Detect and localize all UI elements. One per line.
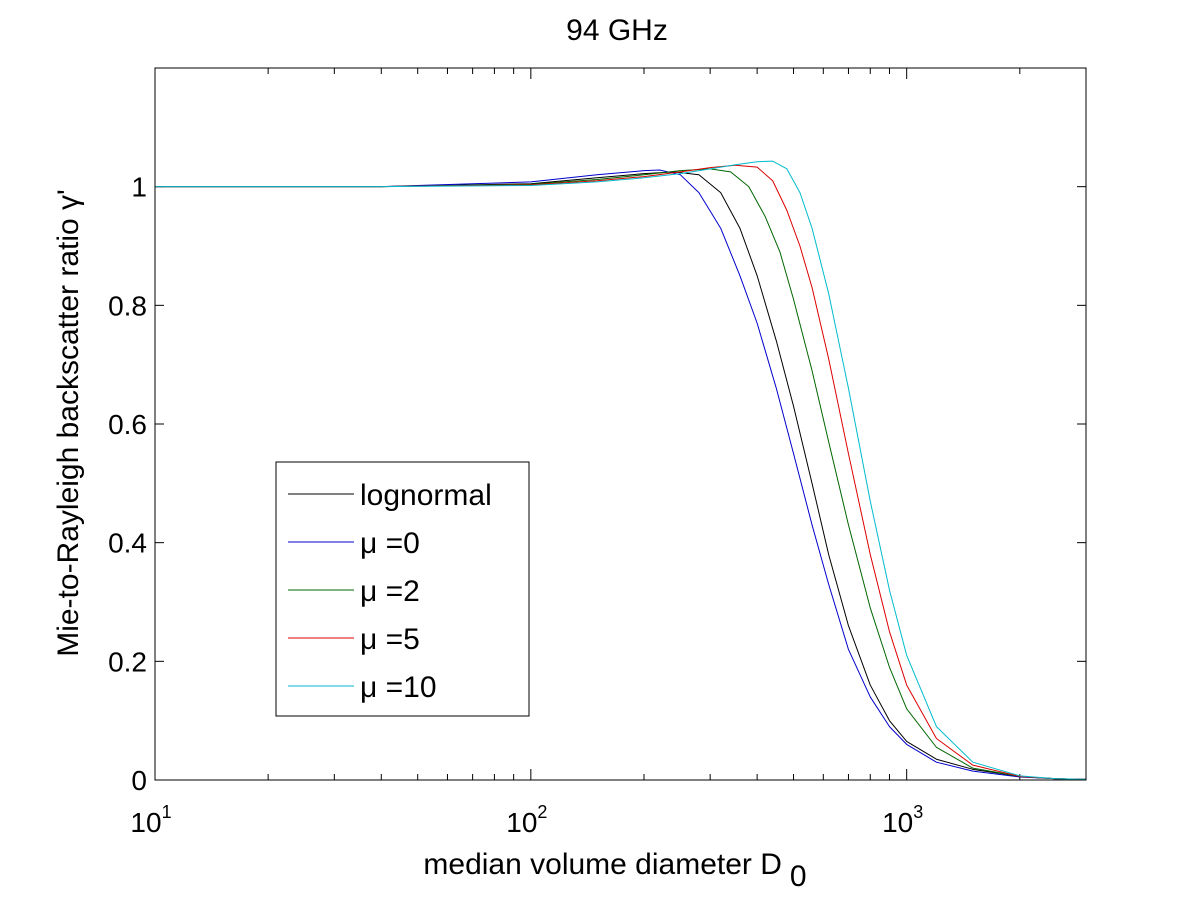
legend-label: μ =10 — [360, 671, 437, 704]
y-tick-label: 0 — [131, 765, 147, 796]
x-tick-label: 102 — [506, 802, 547, 838]
y-tick-label: 0.2 — [108, 646, 147, 677]
y-tick-label: 0.6 — [108, 409, 147, 440]
y-tick-label: 0.8 — [108, 290, 147, 321]
series-line — [155, 168, 1087, 780]
series-line — [155, 160, 1087, 780]
axis-ticks: 0 0.2 0.4 0.6 0.8 1 101 102 103 — [108, 68, 1087, 838]
x-tick-label: 103 — [882, 802, 923, 838]
x-axis-label-text: median volume diameter D — [423, 848, 782, 881]
series-line — [155, 171, 1087, 780]
x-tick-label: 101 — [130, 802, 171, 838]
legend-label: lognormal — [360, 479, 492, 512]
y-tick-label: 1 — [131, 172, 147, 203]
legend-box — [275, 461, 530, 717]
axes-box — [154, 67, 1087, 781]
series-line — [155, 169, 1087, 780]
svg-text:median volume diameter D0: median volume diameter D0 — [423, 848, 806, 893]
y-tick-label: 0.4 — [108, 528, 147, 559]
x-axis-label-subscript: 0 — [790, 860, 807, 893]
series-line — [155, 164, 1087, 780]
chart-title: 94 GHz — [566, 14, 668, 47]
legend-label: μ =5 — [360, 623, 420, 656]
series-lines — [155, 160, 1087, 780]
legend-label: μ =2 — [360, 575, 420, 608]
legend: lognormal μ =0 μ =2 μ =5 μ =10 — [275, 461, 530, 717]
legend-label: μ =0 — [360, 527, 420, 560]
y-axis-label: Mie-to-Rayleigh backscatter ratio γ' — [52, 189, 85, 657]
